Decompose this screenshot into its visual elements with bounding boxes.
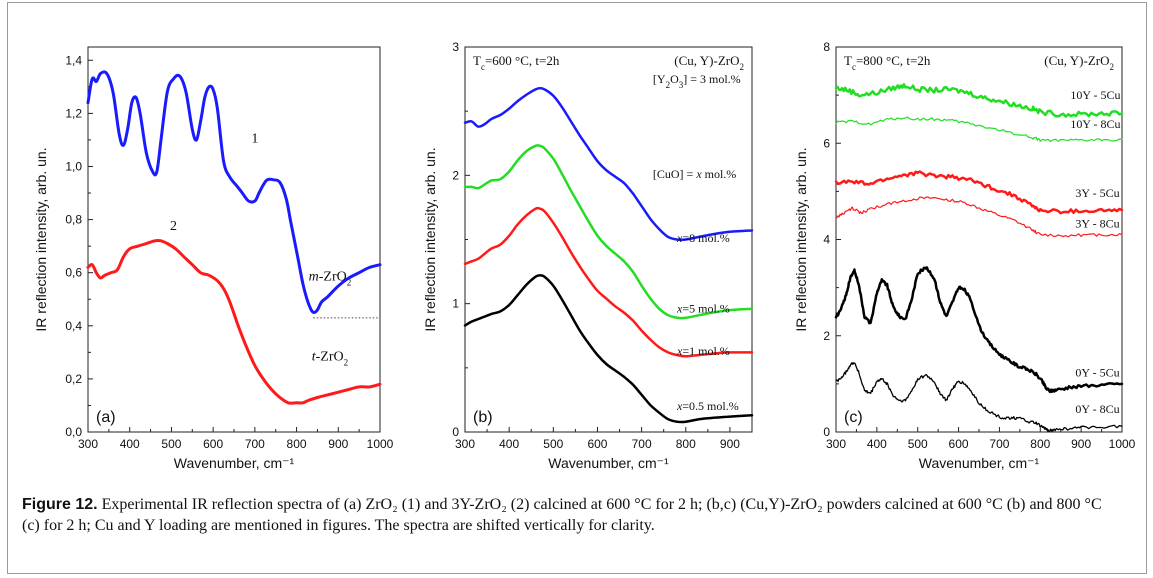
x-tick-label: 700: [632, 437, 652, 451]
x-axis-label: Wavenumber, cm⁻¹: [919, 455, 1040, 471]
panel-material-title: (Cu, Y)-ZrO2: [674, 53, 744, 72]
series-annotation: x=5 mol.%: [676, 302, 730, 316]
y-tick-label: 2: [452, 168, 459, 182]
panel-condition-title: Tc=600 °C, t=2h: [473, 53, 560, 72]
x-tick-label: 500: [908, 437, 928, 451]
x-tick-label: 300: [455, 437, 475, 451]
x-tick-label: 600: [949, 437, 969, 451]
figure-caption-label: Figure 12.: [22, 496, 98, 513]
y-tick-label: 0,2: [65, 372, 82, 386]
y-tick-label: 0,0: [65, 425, 82, 439]
figure-caption-text: Experimental IR reflection spectra of (a…: [22, 496, 1102, 534]
x-tick-label: 900: [1071, 437, 1091, 451]
x-tick-label: 300: [78, 437, 98, 451]
series-annotation: 0Y - 5Cu: [1075, 366, 1119, 380]
y-tick-label: 4: [823, 233, 830, 247]
y-tick-label: 2: [823, 329, 830, 343]
series-annotation: 2: [170, 219, 177, 234]
x-tick-label: 800: [676, 437, 696, 451]
x-tick-label: 400: [499, 437, 519, 451]
y-axis-label: IR reflection intensity, arb. un.: [422, 147, 438, 331]
panel-material-title: (Cu, Y)-ZrO2: [1044, 53, 1114, 72]
y-tick-label: 1,4: [65, 53, 82, 67]
series-annotation: m-ZrO2: [309, 270, 352, 288]
y-tick-label: 0: [452, 425, 459, 439]
y-tick-label: 0: [823, 425, 830, 439]
y-tick-label: 6: [823, 136, 830, 150]
x-tick-label: 1000: [1109, 437, 1136, 451]
y-tick-label: 1,0: [65, 159, 82, 173]
series-annotation: x=0.5 mol.%: [676, 399, 739, 413]
series-annotation: 0Y - 8Cu: [1075, 402, 1119, 416]
series-annotation: t-ZrO2: [312, 349, 348, 367]
series-annotation: 10Y - 8Cu: [1070, 117, 1120, 131]
x-tick-label: 1000: [367, 437, 394, 451]
y-axis-label: IR reflection intensity, arb. un.: [33, 147, 49, 331]
x-axis-label: Wavenumber, cm⁻¹: [174, 455, 295, 471]
series-annotation: 10Y - 5Cu: [1070, 88, 1120, 102]
y-tick-label: 0,8: [65, 213, 82, 227]
y-tick-label: 8: [823, 40, 830, 54]
series-line-1-0: [465, 88, 752, 240]
x-tick-label: 400: [120, 437, 140, 451]
x-tick-label: 400: [867, 437, 887, 451]
series-annotation: x=8 mol.%: [676, 231, 730, 245]
series-annotation: [CuO] = x mol.%: [653, 167, 736, 181]
x-tick-label: 800: [287, 437, 307, 451]
series-annotation: x=1 mol.%: [676, 344, 730, 358]
series-annotation: [Y2O3] = 3 mol.%: [653, 72, 741, 90]
y-tick-label: 3: [452, 40, 459, 54]
x-tick-label: 900: [328, 437, 348, 451]
y-tick-label: 0,4: [65, 319, 82, 333]
x-tick-label: 900: [720, 437, 740, 451]
x-tick-label: 600: [587, 437, 607, 451]
series-annotation: 3Y - 5Cu: [1075, 186, 1119, 200]
x-tick-label: 600: [203, 437, 223, 451]
panel-label: (b): [473, 409, 493, 426]
x-tick-label: 800: [1030, 437, 1050, 451]
x-tick-label: 700: [245, 437, 265, 451]
figure-caption: Figure 12. Experimental IR reflection sp…: [22, 494, 1122, 536]
y-tick-label: 0,6: [65, 266, 82, 280]
x-tick-label: 700: [989, 437, 1009, 451]
y-tick-label: 1,2: [65, 106, 82, 120]
series-annotation: 1: [251, 132, 258, 147]
panel-label: (a): [96, 409, 116, 426]
x-tick-label: 500: [161, 437, 181, 451]
x-tick-label: 500: [543, 437, 563, 451]
panel-condition-title: Tc=800 °C, t=2h: [844, 53, 931, 72]
x-axis-label: Wavenumber, cm⁻¹: [548, 455, 669, 471]
y-axis-label: IR reflection intensity, arb. un.: [793, 147, 809, 331]
series-annotation: 3Y - 8Cu: [1075, 216, 1119, 230]
x-tick-label: 300: [826, 437, 846, 451]
series-line-0-1: [88, 241, 380, 404]
y-tick-label: 1: [452, 297, 459, 311]
panel-label: (c): [844, 409, 863, 426]
